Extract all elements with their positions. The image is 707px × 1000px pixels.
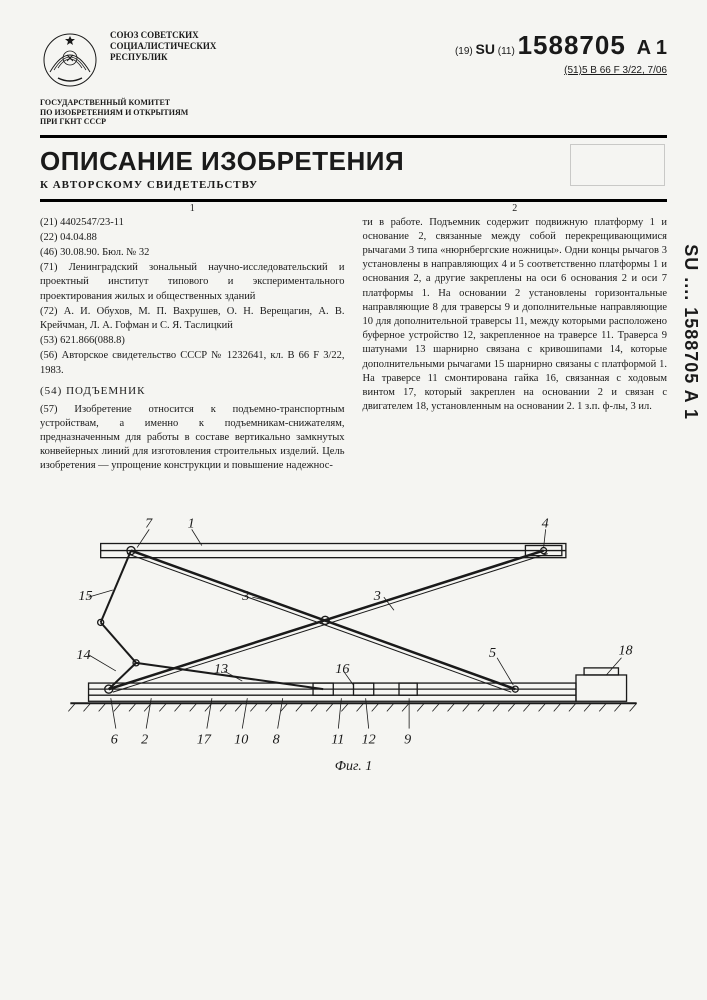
fig-label-15: 15 [78,589,92,605]
field-21: (21) 4402547/23-11 [40,216,345,230]
fig-label-4: 4 [542,516,549,532]
code-19: (19) [455,46,473,57]
col1-num: 1 [190,202,195,216]
field-72: (72) А. И. Обухов, М. П. Вахрушев, О. Н.… [40,305,345,333]
fig-label-6: 6 [111,732,118,748]
fig-label-7: 7 [145,516,153,532]
field-46: (46) 30.08.90. Бюл. № 32 [40,246,345,260]
fig-label-3a: 3 [241,589,249,605]
figure-caption: Фиг. 1 [335,759,373,775]
fig-label-3b: 3 [373,589,381,605]
field-71: (71) Ленинградский зональный научно-иссл… [40,261,345,304]
fig-label-12: 12 [362,732,376,748]
col2-num: 2 [512,202,517,216]
code-11: (11) [498,46,515,57]
fig-label-14: 14 [76,647,90,663]
header-left: СОЮЗ СОВЕТСКИХ СОЦИАЛИСТИЧЕСКИХ РЕСПУБЛИ… [40,30,443,90]
fig-label-18: 18 [618,643,632,659]
stamp-placeholder [570,144,665,186]
column-2: 2 ти в работе. Подъемник содержит подвиж… [363,216,668,475]
header-row: СОЮЗ СОВЕТСКИХ СОЦИАЛИСТИЧЕСКИХ РЕСПУБЛИ… [40,30,667,90]
column-1: 1 (21) 4402547/23-11 (22) 04.04.88 (46) … [40,216,345,475]
patent-number: 1588705 [518,30,626,60]
ipc-classification: (51)5 B 66 F 3/22, 7/06 [455,65,667,76]
field-22: (22) 04.04.88 [40,231,345,245]
fig-label-1: 1 [188,516,195,532]
fig-label-10: 10 [234,732,248,748]
header-right: (19) SU (11) 1588705 A 1 (51)5 B 66 F 3/… [455,30,667,76]
fig-label-8: 8 [273,732,280,748]
figure-1: 7 1 4 15 3 3 14 5 13 16 18 6 2 17 10 8 1… [40,490,667,775]
republic-name: СОЮЗ СОВЕТСКИХ СОЦИАЛИСТИЧЕСКИХ РЕСПУБЛИ… [110,30,216,62]
col2-text: ти в работе. Подъемник содержит подвижну… [363,216,668,414]
body-columns: 1 (21) 4402547/23-11 (22) 04.04.88 (46) … [40,216,667,475]
fig-label-5: 5 [489,645,496,661]
field-54: (54) ПОДЪЕМНИК [40,384,345,399]
title-box: ОПИСАНИЕ ИЗОБРЕТЕНИЯ К АВТОРСКОМУ СВИДЕТ… [40,135,667,202]
fig-label-16: 16 [335,661,349,677]
country-code: SU [476,41,495,57]
committee-name: ГОСУДАРСТВЕННЫЙ КОМИТЕТ ПО ИЗОБРЕТЕНИЯМ … [40,98,667,127]
side-patent-number: SU .... 1588705 A 1 [680,244,701,420]
fig-label-2: 2 [141,732,148,748]
fig-label-13: 13 [214,661,228,677]
fig-label-11: 11 [331,732,344,748]
fig-label-17: 17 [197,732,212,748]
patent-number-line: (19) SU (11) 1588705 A 1 [455,30,667,61]
field-56: (56) Авторское свидетельство СССР № 1232… [40,349,345,377]
fig-label-9: 9 [404,732,411,748]
kind-code: A 1 [637,37,667,59]
field-57: (57) Изобретение относится к подъемно-тр… [40,403,345,474]
field-53: (53) 621.866(088.8) [40,334,345,348]
state-emblem [40,30,100,90]
